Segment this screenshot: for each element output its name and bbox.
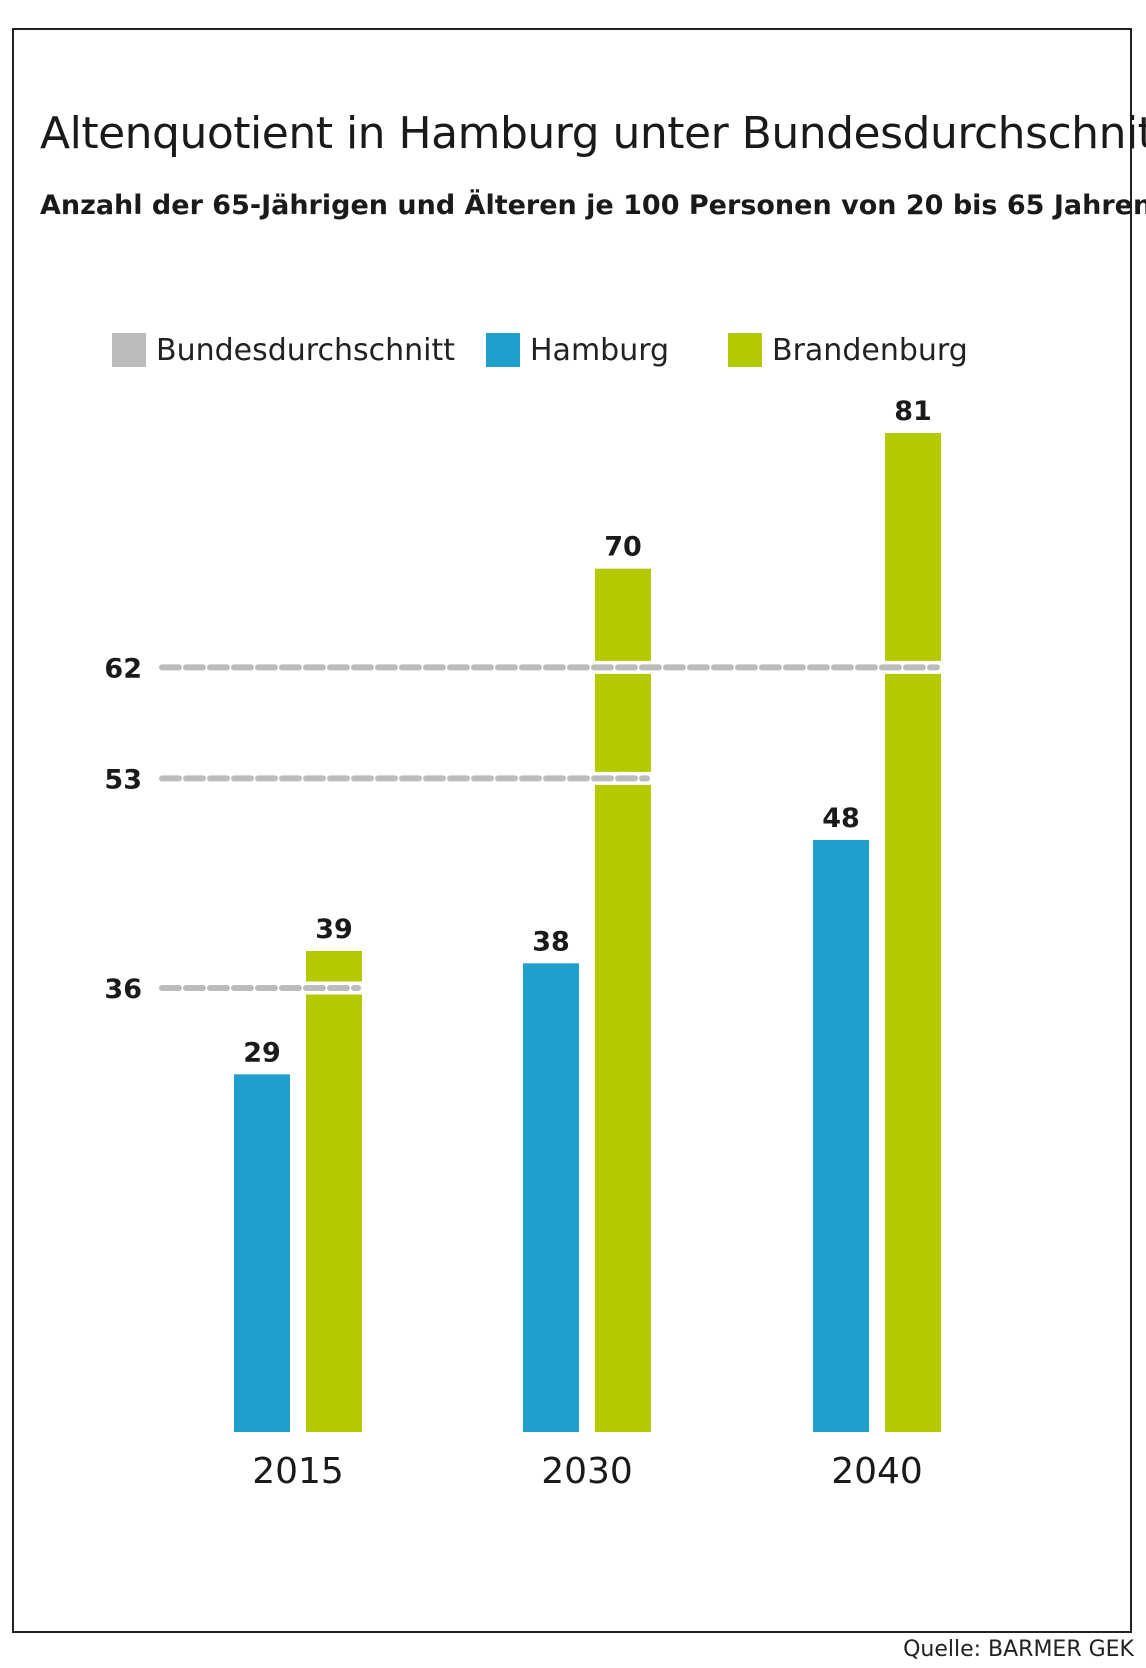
reference-label-62: 62: [104, 653, 142, 684]
legend-label-hamburg: Hamburg: [530, 332, 670, 368]
legend-item-bundesdurchschnitt: Bundesdurchschnitt: [112, 332, 455, 368]
bars: [234, 433, 941, 1432]
legend-label-brandenburg: Brandenburg: [772, 332, 968, 368]
legend-swatch-brandenburg: [728, 333, 762, 367]
bar-brandenburg-2040: [885, 433, 941, 1432]
legend-label-bundesdurchschnitt: Bundesdurchschnitt: [156, 332, 455, 368]
bar-brandenburg-2015: [306, 951, 362, 1432]
legend-item-hamburg: Hamburg: [486, 332, 669, 368]
bar-brandenburg-2030: [595, 568, 651, 1432]
legend-swatch-bundesdurchschnitt: [112, 333, 146, 367]
chart-title: Altenquotient in Hamburg unter Bundesdur…: [40, 108, 1146, 159]
value-label-hamburg-2040: 48: [822, 803, 860, 834]
reference-label-36: 36: [104, 974, 142, 1005]
reference-label-53: 53: [104, 764, 142, 795]
x-tick-label-2015: 2015: [252, 1451, 344, 1492]
value-label-brandenburg-2040: 81: [894, 396, 932, 427]
x-tick-label-2030: 2030: [541, 1451, 633, 1492]
bar-hamburg-2030: [523, 963, 579, 1432]
reference-lines: [158, 660, 941, 995]
value-label-hamburg-2015: 29: [243, 1037, 281, 1068]
bar-hamburg-2040: [813, 840, 869, 1432]
chart-subtitle: Anzahl der 65-Jährigen und Älteren je 10…: [40, 190, 1146, 221]
legend-item-brandenburg: Brandenburg: [728, 332, 968, 368]
value-label-brandenburg-2030: 70: [604, 532, 642, 563]
legend-swatch-hamburg: [486, 333, 520, 367]
bar-hamburg-2015: [234, 1074, 290, 1432]
value-label-brandenburg-2015: 39: [315, 914, 353, 945]
x-tick-label-2040: 2040: [831, 1451, 923, 1492]
value-label-hamburg-2030: 38: [532, 926, 570, 957]
source-note: Quelle: BARMER GEK: [897, 1637, 1134, 1662]
chart-frame: [12, 28, 1132, 1633]
labels: 29 39 2015 38 70 2030 48 81 2040 36 53 62: [104, 396, 931, 1492]
